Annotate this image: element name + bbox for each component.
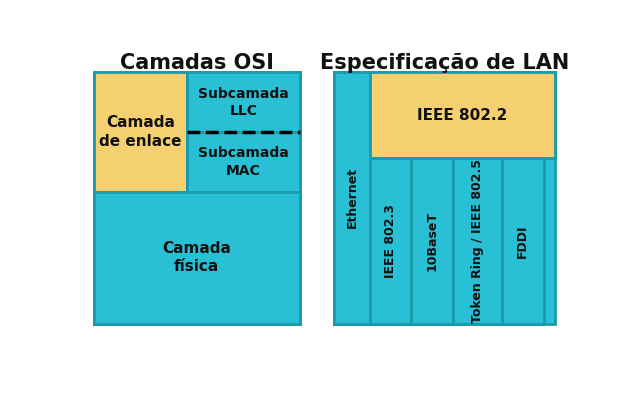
Bar [334, 72, 370, 324]
Text: 10BaseT: 10BaseT [425, 211, 439, 271]
Bar [411, 158, 453, 324]
Text: FDDI: FDDI [517, 224, 529, 258]
Text: Ethernet: Ethernet [346, 168, 358, 228]
Text: IEEE 802.3: IEEE 802.3 [384, 204, 397, 278]
Bar [187, 72, 300, 132]
Text: Camada
física: Camada física [163, 241, 231, 275]
Text: Especificação de LAN: Especificação de LAN [320, 53, 569, 73]
Text: Subcamada
LLC: Subcamada LLC [198, 86, 289, 118]
Bar [94, 192, 300, 324]
Bar [370, 72, 555, 158]
Bar [453, 158, 502, 324]
Text: IEEE 802.2: IEEE 802.2 [417, 108, 508, 123]
Bar [94, 72, 187, 192]
Text: Camada
de enlace: Camada de enlace [99, 115, 182, 149]
Text: Camadas OSI: Camadas OSI [120, 53, 274, 73]
Bar [502, 158, 544, 324]
Bar [187, 132, 300, 192]
Bar [94, 72, 300, 324]
Text: Token Ring / IEEE 802.5: Token Ring / IEEE 802.5 [471, 159, 484, 323]
Bar [370, 158, 411, 324]
Bar [334, 72, 555, 324]
Text: Subcamada
MAC: Subcamada MAC [198, 146, 289, 178]
